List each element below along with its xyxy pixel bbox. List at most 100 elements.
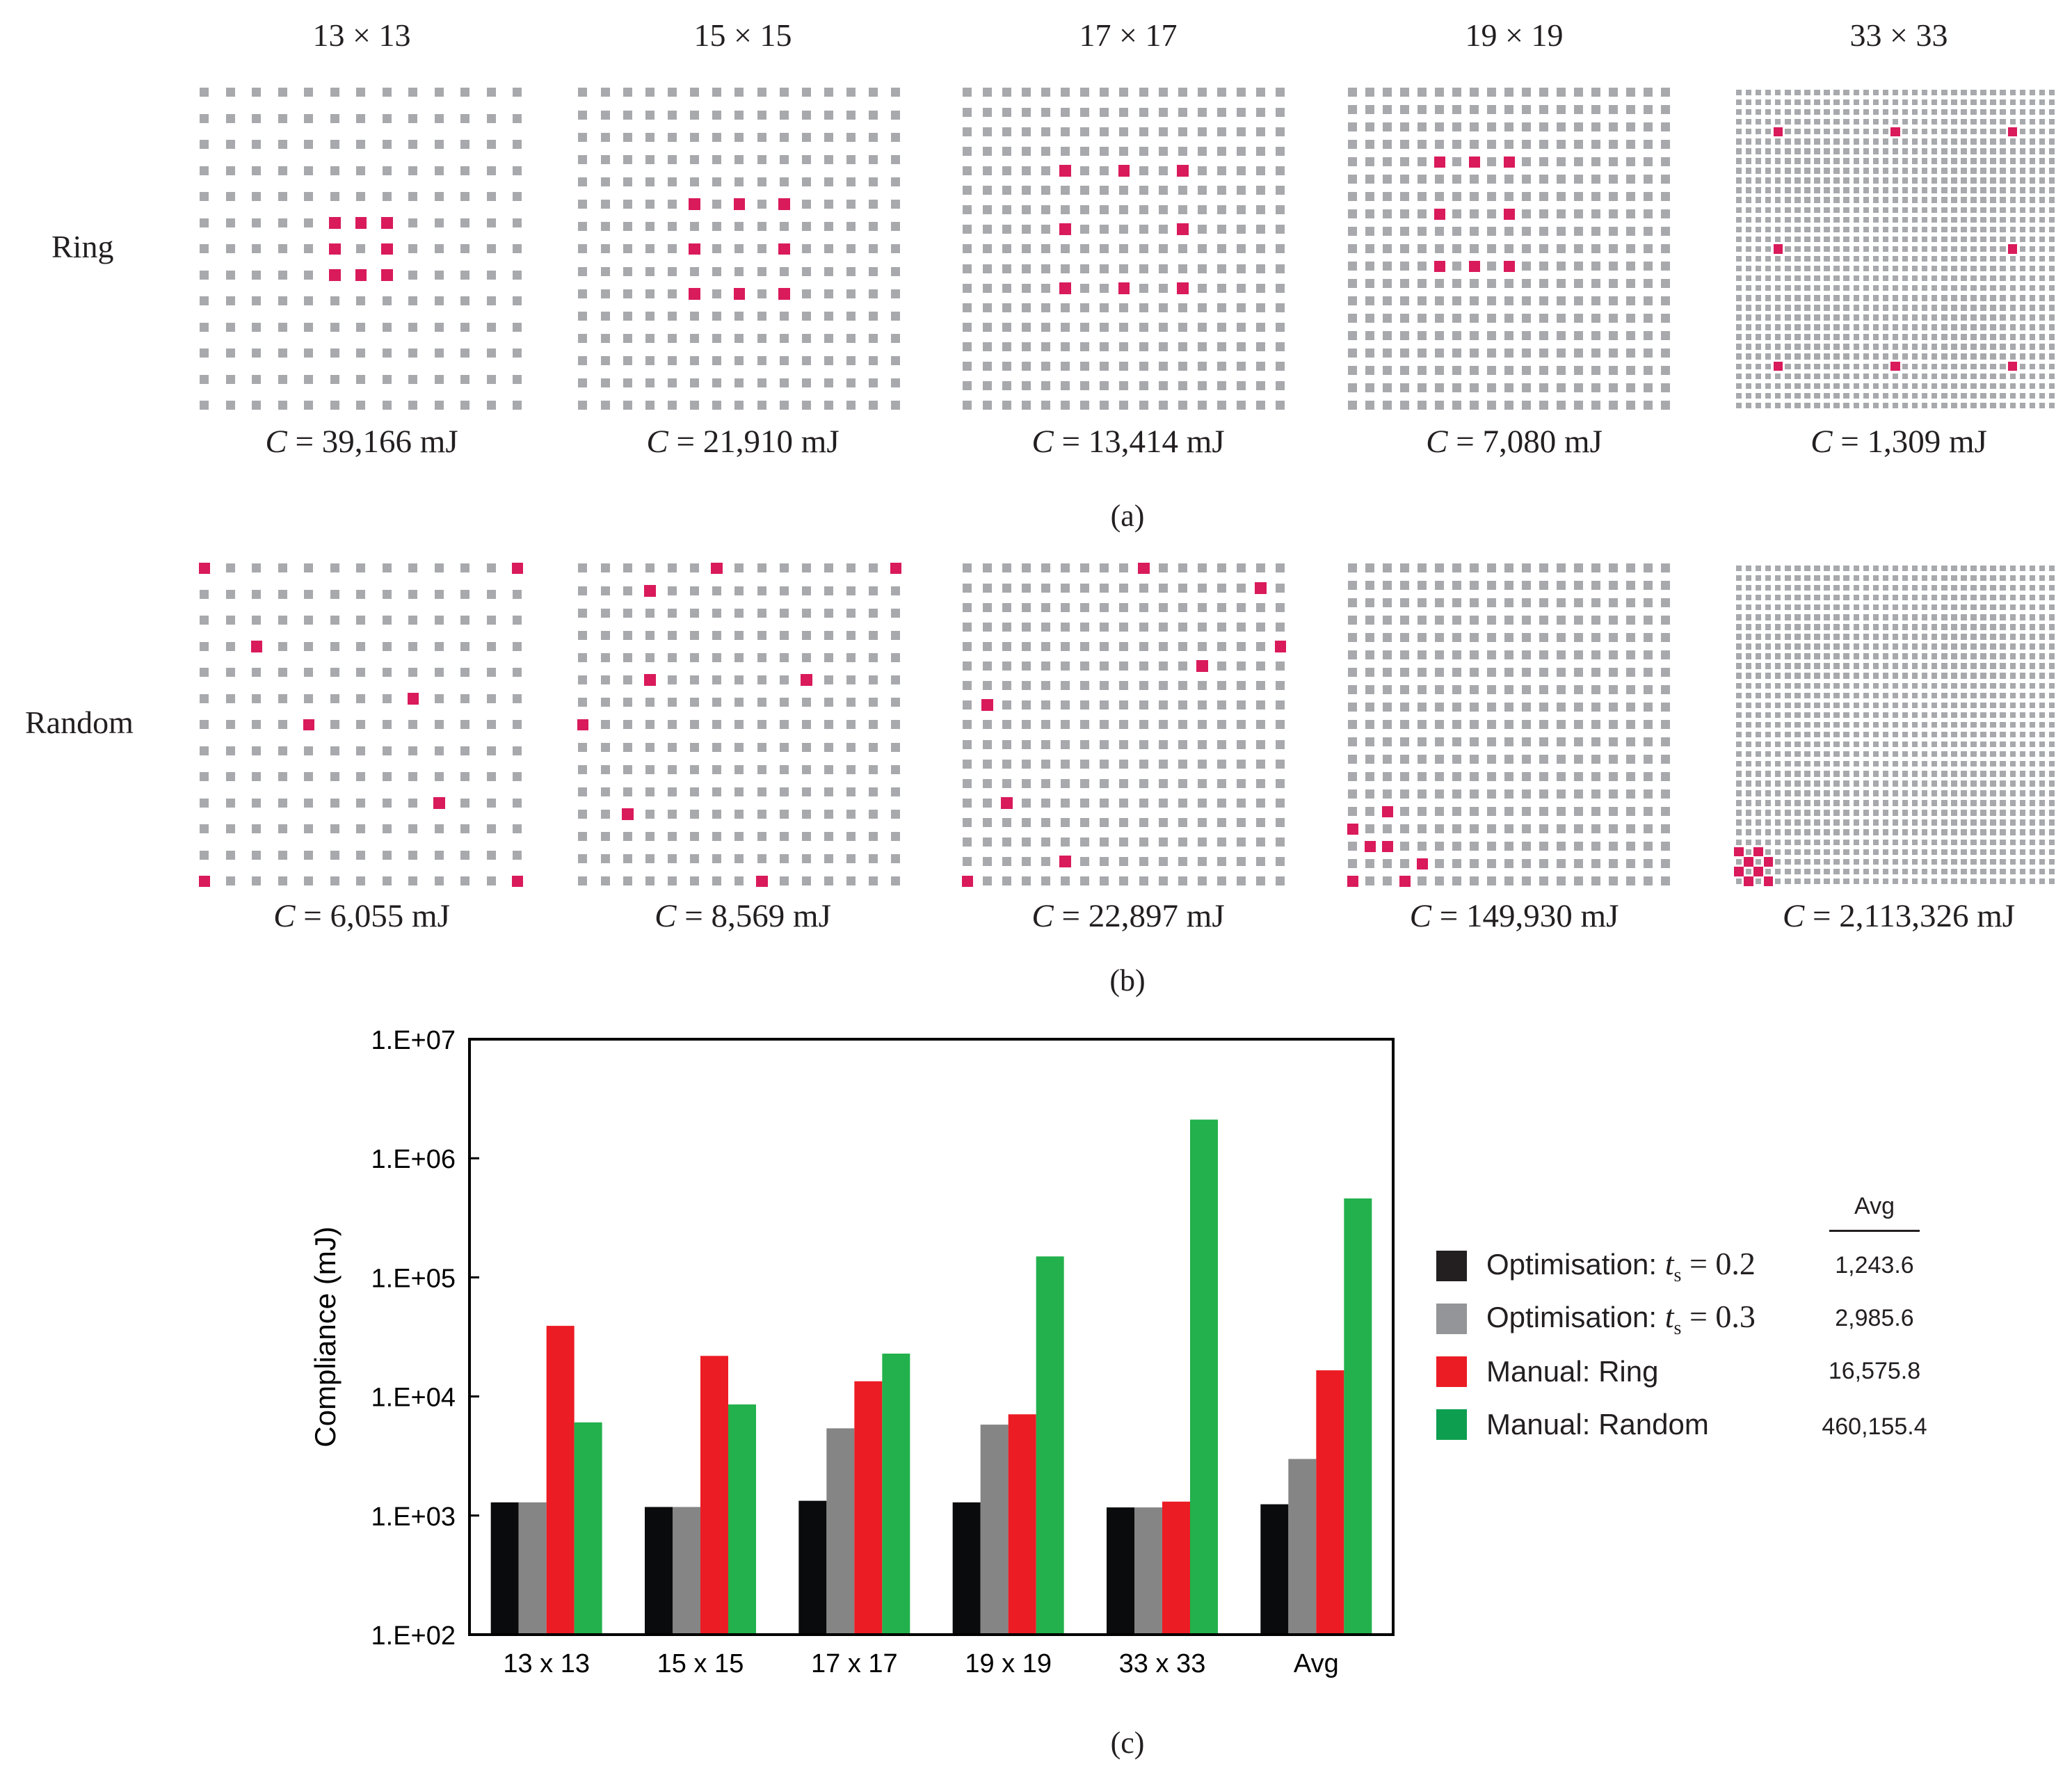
random-compliance-15: C = 8,569 mJ (654, 898, 831, 934)
grid-cell (846, 266, 856, 276)
grid-cell (1961, 148, 1967, 154)
grid-cell (1902, 383, 1909, 390)
grid-cell (1591, 581, 1601, 591)
grid-cell (1276, 622, 1285, 632)
grid-cell (304, 192, 314, 202)
grid-cell (278, 772, 287, 782)
grid-cell (824, 764, 834, 774)
grid-cell (1755, 682, 1762, 689)
grid-cell (1941, 780, 1947, 787)
grid-cell (600, 154, 610, 164)
grid-cell (304, 140, 314, 150)
grid-cell (1970, 653, 1977, 659)
grid-cell (1383, 157, 1392, 167)
grid-cell (2039, 653, 2046, 659)
grid-cell (513, 166, 522, 175)
grid-cell (1843, 168, 1849, 174)
grid-cell (1644, 192, 1653, 202)
grid-cell (278, 113, 287, 123)
grid-cell (1794, 236, 1801, 243)
grid-cell (1470, 401, 1479, 410)
grid-cell (779, 608, 789, 618)
grid-cell (1644, 366, 1653, 376)
grid-cell (1941, 800, 1947, 806)
grid-cell (1178, 837, 1187, 847)
grid-cell (869, 787, 878, 796)
grid-cell (1843, 653, 1849, 659)
grid-cell (1804, 353, 1810, 360)
grid-cell (408, 876, 418, 886)
grid-cell (304, 772, 314, 782)
compliance-bar-chart: 1.E+021.E+031.E+041.E+051.E+061.E+07 13 … (309, 1026, 1395, 1760)
grid-cell (1785, 819, 1791, 826)
grid-cell (2048, 158, 2055, 164)
grid-cell (1470, 824, 1479, 834)
grid-cell (2009, 285, 2016, 291)
sensor-cell (711, 562, 723, 575)
grid-cell (1794, 653, 1801, 659)
grid-cell (824, 311, 834, 321)
grid-cell (1080, 186, 1090, 195)
grid-cell (1745, 673, 1752, 679)
grid-cell (2009, 383, 2016, 390)
grid-cell (824, 653, 834, 663)
grid-cell (1980, 575, 1986, 582)
grid-cell (1470, 209, 1479, 219)
grid-cell (278, 850, 287, 860)
grid-cell (982, 778, 992, 788)
grid-cell (1911, 858, 1918, 865)
grid-cell (1853, 207, 1859, 213)
grid-cell (486, 668, 496, 677)
grid-cell (1217, 857, 1227, 867)
grid-cell (2000, 383, 2006, 390)
grid-cell (1980, 265, 1986, 272)
grid-cell (2009, 334, 2016, 340)
grid-cell (1824, 721, 1830, 728)
grid-cell (2039, 800, 2046, 806)
grid-cell (1921, 177, 1928, 184)
grid-cell (1872, 99, 1879, 106)
grid-cell (1745, 829, 1752, 835)
grid-cell (486, 693, 496, 703)
grid-cell (1911, 761, 1918, 767)
grid-cell (1365, 175, 1375, 184)
grid-cell (1911, 285, 1918, 291)
grid-cell (1626, 633, 1636, 643)
grid-cell (846, 110, 856, 120)
grid-cell (1794, 712, 1801, 719)
grid-cell (801, 356, 811, 366)
grid-cell (1041, 818, 1050, 828)
grid-cell (382, 824, 392, 834)
grid-cell (891, 832, 901, 842)
grid-cell (1882, 246, 1889, 252)
grid-cell (1504, 88, 1514, 97)
bar-17x17-series-1 (826, 1428, 855, 1635)
grid-cell (2048, 216, 2055, 223)
grid-cell (1522, 262, 1532, 271)
grid-cell (963, 681, 972, 691)
grid-cell (1921, 305, 1928, 311)
grid-cell (712, 356, 722, 366)
grid-cell (1843, 761, 1849, 767)
grid-cell (1970, 624, 1977, 630)
grid-cell (1785, 314, 1791, 321)
grid-cell (779, 630, 789, 640)
grid-cell (1755, 584, 1762, 591)
grid-cell (1980, 643, 1986, 650)
grid-cell (1872, 295, 1879, 301)
grid-cell (1961, 721, 1967, 728)
grid-cell (513, 401, 522, 410)
grid-cell (1804, 780, 1810, 787)
grid-cell (1002, 602, 1011, 612)
grid-cell (1237, 264, 1246, 273)
grid-cell (1276, 876, 1285, 886)
sensor-cell (250, 641, 263, 652)
grid-cell (1119, 322, 1129, 332)
grid-cell (408, 140, 418, 150)
grid-cell (330, 563, 339, 573)
bar-33x33-series-3 (1190, 1119, 1218, 1635)
grid-cell (2029, 373, 2036, 380)
grid-cell (600, 244, 610, 254)
grid-cell (1951, 565, 1957, 572)
grid-cell (1951, 177, 1957, 184)
